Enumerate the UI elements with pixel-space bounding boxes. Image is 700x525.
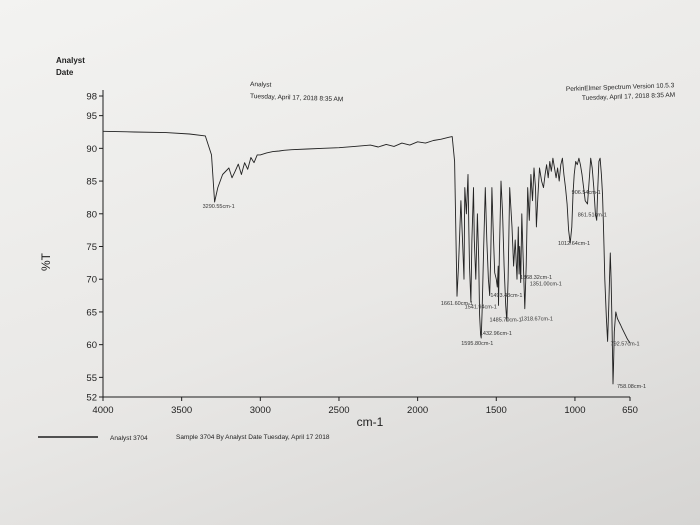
y-tick-label: 80	[86, 209, 97, 220]
peak-label: 1012.64cm-1	[558, 241, 590, 247]
y-tick-label: 55	[86, 373, 97, 384]
spectrum-trace	[102, 130, 631, 385]
header-right-date: Tuesday, April 17, 2018 8:35 AM	[582, 92, 675, 102]
header-date-label: Date	[56, 68, 74, 77]
peak-annotations: 3290.55cm-1 1661.60cm-1 1595.80cm-1 1368.32…	[203, 190, 646, 390]
peak-label: 1595.80cm-1	[461, 341, 493, 347]
header-software-version: PerkinElmer Spectrum Version 10.5.3	[566, 82, 675, 93]
y-axis-title: %T	[39, 252, 53, 271]
footer-sample-text: Sample 3704 By Analyst Date Tuesday, Apr…	[176, 434, 330, 441]
y-tick-label: 95	[86, 111, 97, 122]
y-tick-label: 52	[86, 393, 97, 404]
y-axis-ticks: 98 95 90 85 80 75 70 65 60 55 52	[86, 92, 103, 404]
y-tick-label: 70	[86, 275, 97, 286]
spectrum-series	[102, 130, 631, 385]
peak-label: 792.57cm-1	[611, 341, 640, 347]
y-tick-label: 75	[86, 242, 97, 253]
x-tick-label: 1000	[564, 405, 585, 416]
x-axis-title: cm-1	[357, 415, 384, 429]
x-tick-label: 4000	[92, 405, 113, 416]
axes	[102, 90, 630, 398]
peak-label: 758.08cm-1	[617, 384, 646, 390]
legend-label: Analyst 3704	[110, 435, 148, 442]
y-tick-label: 90	[86, 144, 97, 155]
peak-label: 1661.60cm-1	[441, 301, 473, 307]
x-tick-label: 3500	[171, 405, 192, 416]
x-tick-label: 2500	[328, 405, 349, 416]
peak-label: 1368.32cm-1	[520, 275, 552, 281]
x-tick-label: 1500	[486, 405, 507, 416]
y-tick-label: 85	[86, 177, 97, 188]
y-tick-label: 60	[86, 340, 97, 351]
x-tick-label: 650	[622, 405, 638, 416]
y-tick-label: 98	[86, 92, 97, 103]
header-center-analyst: Analyst	[250, 81, 272, 89]
peak-label: 1351.00cm-1	[530, 281, 562, 287]
x-tick-label: 3000	[250, 405, 271, 416]
header-center-date: Tuesday, April 17, 2018 8:35 AM	[250, 93, 343, 103]
peak-label: 1493.43cm-1	[490, 293, 522, 299]
peak-label: 1485.70cm-1	[490, 317, 522, 323]
header-analyst-label: Analyst	[56, 56, 85, 65]
peak-label: 906.54cm-1	[572, 190, 601, 196]
peak-label: 861.51cm-1	[578, 212, 607, 218]
x-axis-ticks: 4000 3500 3000 2500 2000 1500 1000 650	[92, 397, 638, 416]
peak-label: 1432.96cm-1	[480, 331, 512, 337]
y-tick-label: 65	[86, 307, 97, 318]
peak-label: 3290.55cm-1	[203, 204, 235, 210]
peak-label: 1318.67cm-1	[521, 317, 553, 323]
peak-label: 1541.94cm-1	[465, 305, 497, 311]
x-tick-label: 2000	[407, 405, 428, 416]
